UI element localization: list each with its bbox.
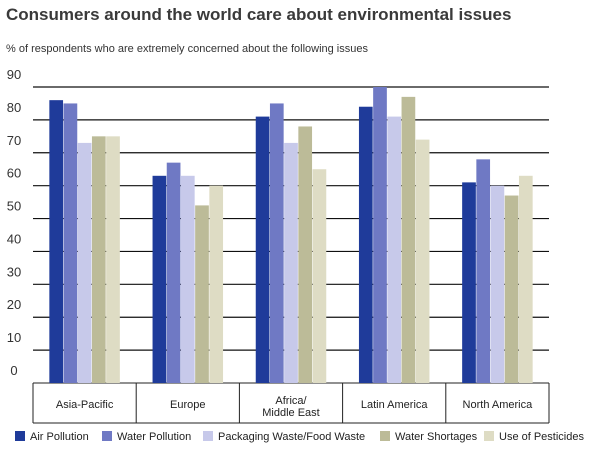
bar bbox=[490, 185, 505, 383]
bar bbox=[476, 159, 491, 383]
bar bbox=[298, 126, 313, 383]
y-tick-label: 90 bbox=[7, 67, 21, 82]
x-tick-label: Europe bbox=[170, 399, 205, 411]
x-tick-label: Africa/ bbox=[275, 395, 307, 407]
bar bbox=[462, 182, 476, 383]
bar bbox=[269, 103, 284, 383]
x-tick-label: Middle East bbox=[262, 407, 319, 419]
y-tick-label: 0 bbox=[10, 363, 17, 378]
legend-swatch bbox=[380, 431, 390, 441]
y-tick-label: 30 bbox=[7, 264, 21, 279]
y-tick-label: 80 bbox=[7, 100, 21, 115]
bar bbox=[91, 136, 106, 383]
bar bbox=[209, 185, 224, 383]
legend-label: Air Pollution bbox=[30, 431, 89, 443]
x-tick-label: Latin America bbox=[361, 399, 429, 411]
x-tick-label: North America bbox=[463, 399, 534, 411]
legend-swatch bbox=[102, 431, 112, 441]
bar bbox=[180, 175, 195, 383]
bar bbox=[195, 205, 209, 383]
legend-swatch bbox=[203, 431, 213, 441]
bar bbox=[312, 169, 327, 383]
y-tick-label: 10 bbox=[7, 330, 21, 345]
bar bbox=[152, 175, 167, 383]
bar bbox=[49, 100, 64, 384]
bar bbox=[106, 136, 120, 383]
bar bbox=[373, 87, 387, 383]
legend-swatch bbox=[484, 431, 494, 441]
bar bbox=[518, 175, 533, 383]
legend-label: Water Pollution bbox=[117, 431, 191, 443]
chart-subtitle: % of respondents who are extremely conce… bbox=[6, 43, 368, 55]
bar bbox=[63, 103, 78, 383]
bar bbox=[504, 195, 519, 383]
bar bbox=[415, 139, 430, 383]
bar bbox=[166, 162, 181, 383]
legend-label: Water Shortages bbox=[395, 431, 478, 443]
bar bbox=[387, 116, 402, 383]
bar bbox=[77, 142, 92, 383]
legend-label: Packaging Waste/Food Waste bbox=[218, 431, 365, 443]
x-tick-label: Asia-Pacific bbox=[56, 399, 114, 411]
y-tick-label: 70 bbox=[7, 133, 21, 148]
y-tick-label: 50 bbox=[7, 199, 21, 214]
bar bbox=[255, 116, 270, 383]
y-tick-label: 20 bbox=[7, 297, 21, 312]
legend-label: Use of Pesticides bbox=[499, 431, 584, 443]
y-tick-label: 60 bbox=[7, 166, 21, 181]
bar bbox=[401, 96, 416, 383]
y-tick-label: 40 bbox=[7, 231, 21, 246]
legend-swatch bbox=[15, 431, 25, 441]
bar bbox=[358, 106, 373, 383]
chart-title: Consumers around the world care about en… bbox=[6, 5, 512, 24]
bar bbox=[284, 142, 298, 383]
